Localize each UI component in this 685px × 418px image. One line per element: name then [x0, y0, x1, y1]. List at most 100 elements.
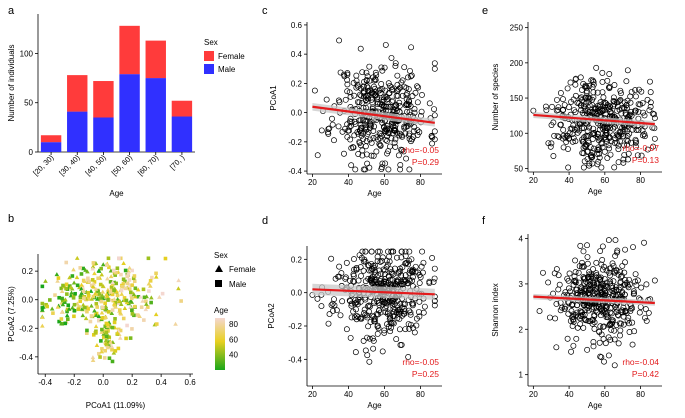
- data-point: [621, 126, 628, 133]
- point-male: [99, 339, 103, 343]
- data-point: [324, 129, 331, 136]
- x-tick-label: 20: [308, 178, 317, 187]
- point-male: [123, 279, 127, 284]
- rho-label: rho=-0.05: [402, 357, 439, 367]
- point-male: [128, 336, 133, 340]
- point-male: [133, 304, 137, 309]
- point-female: [103, 338, 109, 343]
- point-male: [84, 305, 89, 310]
- data-point: [643, 317, 650, 324]
- data-point: [410, 325, 417, 331]
- point-male: [115, 266, 120, 271]
- data-point: [331, 302, 338, 309]
- data-point: [395, 86, 402, 92]
- data-point: [363, 127, 370, 133]
- data-point: [586, 102, 593, 109]
- point-male: [113, 273, 117, 277]
- point-female: [83, 316, 89, 321]
- point-male: [103, 348, 107, 353]
- data-point: [597, 284, 604, 291]
- data-point: [641, 112, 648, 119]
- point-female: [90, 355, 96, 360]
- point-male: [125, 323, 129, 328]
- data-point: [371, 123, 377, 130]
- data-point: [405, 353, 412, 360]
- data-point: [390, 248, 397, 255]
- data-point: [630, 291, 637, 298]
- p-value-label: P=0.13: [632, 155, 659, 165]
- point-female: [110, 280, 116, 285]
- data-point: [599, 79, 606, 85]
- data-point: [574, 302, 581, 309]
- data-point: [325, 320, 332, 327]
- point-male: [144, 299, 148, 304]
- data-point: [387, 328, 394, 335]
- point-female: [112, 297, 117, 302]
- point-male: [133, 286, 138, 291]
- data-point: [568, 348, 575, 355]
- point-male: [63, 321, 68, 326]
- data-point: [624, 138, 631, 144]
- point-female: [128, 298, 133, 303]
- data-point: [379, 101, 386, 108]
- x-tick-label: -0.4: [38, 378, 52, 387]
- data-point: [620, 104, 627, 111]
- data-point: [634, 152, 641, 159]
- point-female: [137, 314, 142, 319]
- data-point: [414, 127, 421, 134]
- category-label: [70, ): [168, 153, 187, 172]
- data-point: [431, 302, 438, 309]
- point-male: [96, 296, 101, 301]
- point-male: [62, 300, 67, 304]
- panel-d: d 20 40 60 80 -0.4 -0.2 0.0 0.2 rho=-0.05 P=0.25 Ag…: [262, 215, 442, 410]
- data-point: [364, 83, 370, 90]
- age-colorbar: [215, 318, 225, 370]
- regression-line: [312, 288, 435, 296]
- data-point: [644, 146, 651, 153]
- point-male: [78, 299, 83, 304]
- y-tick-label: 0.6: [291, 21, 303, 30]
- data-point: [577, 321, 584, 328]
- data-point: [600, 100, 607, 107]
- data-point: [610, 278, 617, 285]
- data-point: [572, 81, 579, 88]
- data-point: [360, 130, 367, 137]
- data-point: [342, 125, 349, 132]
- data-point: [390, 306, 397, 313]
- data-point: [570, 342, 577, 349]
- y-tick-label: 0.2: [291, 255, 303, 264]
- data-point: [364, 131, 371, 137]
- data-point: [549, 103, 555, 110]
- data-point: [377, 89, 384, 96]
- data-point: [622, 309, 629, 315]
- data-point: [366, 302, 373, 309]
- point-male: [102, 329, 106, 334]
- legend-label: Male: [218, 65, 236, 74]
- point-male: [90, 278, 95, 282]
- data-point: [565, 164, 572, 171]
- data-point: [350, 271, 357, 278]
- point-female: [40, 314, 45, 319]
- data-point: [626, 320, 633, 327]
- point-female: [90, 284, 96, 289]
- data-point: [601, 263, 608, 270]
- data-point: [602, 305, 609, 312]
- data-point: [620, 156, 627, 163]
- data-point: [596, 135, 603, 142]
- data-point: [575, 269, 582, 276]
- data-point: [602, 110, 609, 117]
- data-point: [391, 309, 397, 315]
- point-male: [112, 320, 117, 325]
- point-male: [95, 305, 99, 309]
- point-male: [102, 356, 107, 360]
- data-point: [370, 300, 377, 307]
- data-point: [599, 69, 606, 76]
- data-point: [389, 97, 396, 104]
- data-point: [367, 87, 373, 94]
- data-point: [632, 278, 639, 285]
- point-male: [103, 315, 108, 320]
- data-point: [591, 313, 598, 320]
- data-point: [372, 69, 379, 76]
- point-male: [78, 266, 83, 270]
